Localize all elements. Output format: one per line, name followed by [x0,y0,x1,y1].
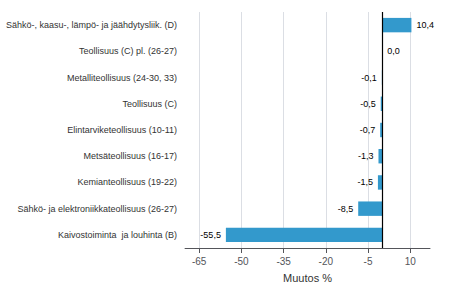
svg-text:-5: -5 [364,256,373,267]
svg-text:Kemianteollisuus (19-22): Kemianteollisuus (19-22) [77,177,177,187]
svg-text:0,0: 0,0 [387,46,400,56]
svg-text:Sähkö-, kaasu-, lämpö- ja jääh: Sähkö-, kaasu-, lämpö- ja jäähdytysliik.… [6,20,177,30]
svg-text:-55,5: -55,5 [200,230,221,240]
svg-text:-20: -20 [319,256,334,267]
svg-text:Metalliteollisuus (24-30, 33): Metalliteollisuus (24-30, 33) [67,73,177,83]
svg-text:Kaivostoiminta ja louhinta (B: Kaivostoiminta ja louhinta (B) [58,230,177,240]
svg-text:-1,5: -1,5 [357,177,373,187]
svg-text:Elintarviketeollisuus (10-11): Elintarviketeollisuus (10-11) [67,125,177,135]
svg-text:Sähkö- ja elektroniikkateollis: Sähkö- ja elektroniikkateollisuus (26-27… [17,204,177,214]
svg-text:Metsäteollisuus (16-17): Metsäteollisuus (16-17) [84,151,178,161]
svg-text:-65: -65 [192,256,207,267]
svg-text:10: 10 [405,256,417,267]
svg-text:-0,1: -0,1 [361,73,377,83]
svg-text:-8,5: -8,5 [338,204,354,214]
svg-text:Muutos %: Muutos % [283,272,332,284]
svg-text:10,4: 10,4 [416,20,434,30]
svg-text:-1,3: -1,3 [358,151,374,161]
svg-text:-0,5: -0,5 [360,99,376,109]
svg-text:-0,7: -0,7 [360,125,376,135]
svg-text:-35: -35 [276,256,291,267]
svg-text:-50: -50 [234,256,249,267]
svg-text:Teollisuus (C) pl. (26-27): Teollisuus (C) pl. (26-27) [79,46,177,56]
svg-text:Teollisuus (C): Teollisuus (C) [123,99,178,109]
